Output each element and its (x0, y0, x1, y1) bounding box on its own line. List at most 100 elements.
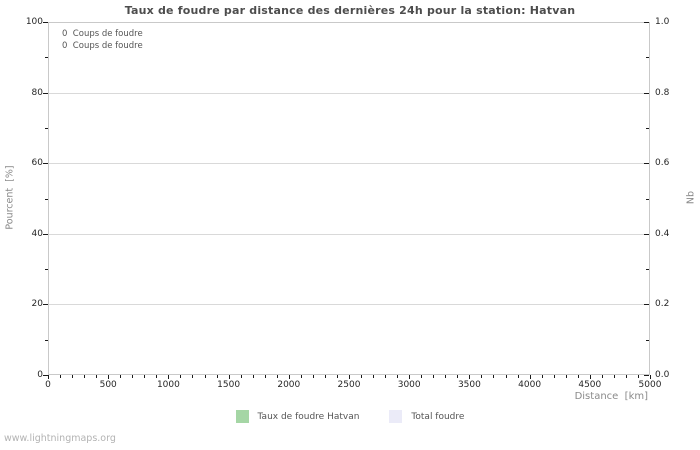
y-tick-left (45, 269, 48, 271)
x-tick (156, 375, 158, 378)
x-tick (240, 375, 242, 378)
x-tick-label: 1500 (217, 380, 241, 390)
y-tick-label-left: 20 (31, 299, 43, 310)
x-tick (132, 375, 134, 378)
x-tick-label: 500 (99, 380, 117, 390)
y-tick-right (644, 233, 649, 235)
y-tick-label-right: 0.4 (655, 228, 670, 239)
x-tick (84, 375, 86, 378)
x-tick-label: 2500 (337, 380, 361, 390)
x-tick (192, 375, 194, 378)
x-tick (613, 375, 615, 378)
x-axis-title: Distance [km] (574, 391, 648, 402)
watermark-link[interactable]: www.lightningmaps.org (4, 433, 116, 444)
x-tick-label: 4500 (578, 380, 602, 390)
y-tick-label-right: 0.8 (655, 87, 670, 98)
y-axis-title-left: Pourcent [%] (4, 165, 16, 230)
x-tick (541, 375, 543, 378)
y-tick-label-left: 0 (37, 370, 43, 380)
y-tick-right (646, 269, 649, 271)
x-tick (349, 375, 350, 379)
y-axis-title-right: Nb (685, 190, 697, 205)
gridline (49, 92, 649, 94)
y-tick-right (644, 163, 649, 165)
x-tick (601, 375, 603, 378)
x-tick-label: 4000 (518, 380, 542, 390)
x-tick (385, 375, 387, 378)
x-tick (397, 375, 399, 378)
x-tick (529, 375, 531, 379)
x-tick (409, 375, 411, 379)
y-tick-left (43, 163, 48, 165)
y-tick-right (646, 198, 649, 200)
x-tick (312, 375, 314, 378)
x-tick-label: 1000 (156, 380, 180, 390)
y-tick-label-left: 60 (31, 158, 43, 169)
y-tick-right (644, 22, 649, 23)
y-tick-label-left: 100 (25, 17, 43, 27)
x-tick (216, 375, 218, 378)
y-tick-right (646, 57, 649, 59)
x-tick (493, 375, 495, 378)
x-tick (228, 375, 230, 379)
x-tick (553, 375, 555, 378)
x-tick (481, 375, 483, 378)
x-tick (276, 375, 278, 378)
chart-title: Taux de foudre par distance des dernière… (124, 4, 576, 17)
x-tick (650, 375, 651, 379)
legend: Taux de foudre Hatvan Total foudre (0, 410, 700, 423)
plot-area: 0 Coups de foudre 0 Coups de foudre (48, 22, 650, 375)
x-tick (625, 375, 627, 378)
x-tick-label: 3000 (397, 380, 421, 390)
strike-count-annotation: 0 Coups de foudre 0 Coups de foudre (62, 29, 143, 51)
x-tick (264, 375, 266, 378)
gridline (49, 233, 649, 235)
legend-label: Taux de foudre Hatvan (257, 411, 360, 422)
x-tick (72, 375, 74, 378)
y-tick-right (644, 304, 649, 306)
x-tick (60, 375, 62, 378)
gridline (49, 304, 649, 306)
x-tick (361, 375, 363, 378)
y-tick-label-left: 80 (31, 87, 43, 98)
x-tick (589, 375, 591, 379)
x-tick (577, 375, 579, 378)
x-tick (457, 375, 459, 378)
x-tick (421, 375, 423, 378)
x-tick (300, 375, 302, 378)
legend-item: Total foudre (389, 410, 464, 423)
x-tick (288, 375, 290, 379)
gridline (49, 163, 649, 165)
y-tick-label-right: 0.0 (655, 370, 670, 380)
x-tick (565, 375, 567, 378)
x-tick-label: 0 (45, 380, 51, 390)
y-tick-left (45, 198, 48, 200)
y-tick-right (644, 92, 649, 94)
x-tick (120, 375, 122, 378)
legend-swatch (389, 410, 403, 423)
y-tick-left (45, 57, 48, 59)
x-tick (469, 375, 471, 379)
y-tick-label-left: 40 (31, 228, 43, 239)
x-tick (445, 375, 447, 378)
y-tick-left (45, 127, 48, 129)
x-tick (324, 375, 326, 378)
y-tick-right (646, 127, 649, 129)
x-tick (144, 375, 146, 378)
y-tick-left (43, 22, 48, 23)
y-tick-right (646, 339, 649, 341)
y-tick-left (43, 92, 48, 94)
x-tick (180, 375, 182, 378)
y-tick-left (43, 304, 48, 306)
x-tick (48, 375, 49, 379)
x-tick (373, 375, 375, 378)
y-tick-left (43, 375, 48, 376)
y-tick-left (45, 339, 48, 341)
x-tick (204, 375, 206, 378)
y-tick-label-right: 1.0 (655, 17, 670, 27)
y-tick-left (43, 233, 48, 235)
x-tick (336, 375, 338, 378)
legend-label: Total foudre (411, 411, 465, 422)
x-tick-label: 3500 (457, 380, 481, 390)
